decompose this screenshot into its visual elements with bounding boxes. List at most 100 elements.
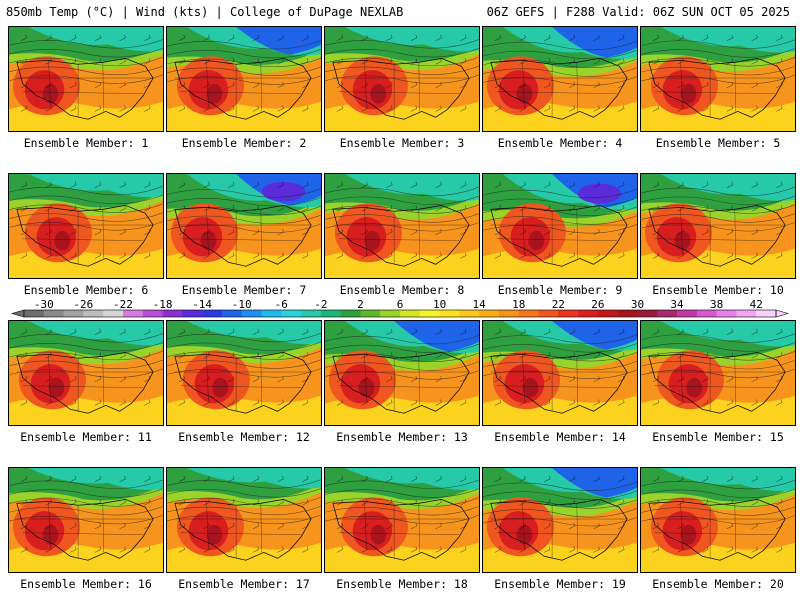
ensemble-member-label: Ensemble Member: 7 (181, 283, 307, 297)
colorbar-tick-label: -2 (314, 299, 327, 311)
colorbar-tick-label: 14 (473, 299, 487, 311)
colorbar-segment (617, 310, 638, 317)
colorbar-tick-label: -10 (232, 299, 252, 311)
ensemble-member-map (166, 467, 322, 573)
colorbar-tick-label: 30 (631, 299, 644, 311)
colorbar-segment (518, 310, 539, 317)
colorbar-segment (340, 310, 361, 317)
colorbar-tick-label: 10 (433, 299, 446, 311)
ensemble-member-map (640, 320, 796, 426)
ensemble-member-map (482, 320, 638, 426)
ensemble-member-label: Ensemble Member: 2 (181, 136, 307, 150)
ensemble-member-label: Ensemble Member: 14 (494, 430, 626, 444)
ensemble-member-map (640, 26, 796, 132)
ensemble-member-label: Ensemble Member: 10 (652, 283, 784, 297)
colorbar-segment (479, 310, 500, 317)
colorbar-segment (736, 310, 757, 317)
chart-title: 850mb Temp (°C) | Wind (kts) | College o… (6, 5, 404, 19)
colorbar-tick-label: 18 (512, 299, 525, 311)
colorbar-segment (103, 310, 124, 317)
colorbar-segment (63, 310, 84, 317)
colorbar-segment (696, 310, 717, 317)
colorbar-tick-label: -30 (34, 299, 54, 311)
colorbar-segment (182, 310, 203, 317)
colorbar-segment (677, 310, 698, 317)
colorbar-tick-label: 34 (670, 299, 684, 311)
colorbar-tick-label: -22 (113, 299, 133, 311)
ensemble-member-label: Ensemble Member: 5 (655, 136, 781, 150)
colorbar-segment (756, 310, 777, 317)
colorbar-tick-label: -6 (275, 299, 288, 311)
colorbar-segment (301, 310, 322, 317)
ensemble-member-map (324, 26, 480, 132)
ensemble-member-label: Ensemble Member: 9 (497, 283, 623, 297)
ensemble-member-label: Ensemble Member: 15 (652, 430, 784, 444)
colorbar-segment (538, 310, 559, 317)
colorbar-tick-label: 42 (750, 299, 763, 311)
colorbar-segment (281, 310, 302, 317)
colorbar-segment (380, 310, 401, 317)
colorbar-segment (597, 310, 618, 317)
colorbar-tick-label: 26 (591, 299, 604, 311)
ensemble-member-label: Ensemble Member: 17 (178, 577, 310, 591)
ensemble-member-map (640, 173, 796, 279)
temperature-colorbar: -30 -26 -22 -18 -14 -10 -6 -2 2 6 10 14 18 22 26 30 34 38… (10, 299, 790, 319)
ensemble-member-label: Ensemble Member: 1 (23, 136, 149, 150)
colorbar-segment (360, 310, 381, 317)
colorbar-left-arrow (10, 309, 25, 318)
ensemble-member-label: Ensemble Member: 19 (494, 577, 626, 591)
ensemble-member-map (8, 173, 164, 279)
colorbar-segment (578, 310, 599, 317)
colorbar-segment (439, 310, 460, 317)
ensemble-member-label: Ensemble Member: 4 (497, 136, 623, 150)
ensemble-member-map (166, 320, 322, 426)
ensemble-member-map (324, 467, 480, 573)
ensemble-member-label: Ensemble Member: 12 (178, 430, 310, 444)
ensemble-member-map (324, 320, 480, 426)
ensemble-member-map (166, 26, 322, 132)
ensemble-member-map (8, 320, 164, 426)
colorbar-segment (558, 310, 579, 317)
colorbar-segment (261, 310, 282, 317)
ensemble-member-map (482, 467, 638, 573)
colorbar-segment (24, 310, 45, 317)
colorbar-segment (419, 310, 440, 317)
colorbar-segment (320, 310, 341, 317)
colorbar-tick-label: -14 (192, 299, 212, 311)
ensemble-member-map (166, 173, 322, 279)
colorbar-tick-label: 22 (552, 299, 565, 311)
colorbar-tick-label: -26 (73, 299, 93, 311)
colorbar-tick-label: -18 (153, 299, 173, 311)
ensemble-member-label: Ensemble Member: 20 (652, 577, 784, 591)
ensemble-member-label: Ensemble Member: 11 (20, 430, 152, 444)
ensemble-member-label: Ensemble Member: 3 (339, 136, 465, 150)
colorbar-segment (142, 310, 163, 317)
colorbar-right-arrow (775, 309, 790, 318)
model-run-info: 06Z GEFS | F288 Valid: 06Z SUN OCT 05 20… (486, 5, 790, 19)
colorbar-segment (221, 310, 242, 317)
colorbar-segment (637, 310, 658, 317)
colorbar-segment (498, 310, 520, 317)
ensemble-member-map (8, 26, 164, 132)
ensemble-member-label: Ensemble Member: 8 (339, 283, 465, 297)
ensemble-member-label: Ensemble Member: 18 (336, 577, 468, 591)
ensemble-member-map (482, 173, 638, 279)
colorbar-segment (716, 310, 737, 317)
colorbar-tick-label: 6 (397, 299, 404, 311)
ensemble-member-map (8, 467, 164, 573)
colorbar-segment (43, 310, 64, 317)
ensemble-member-map (324, 173, 480, 279)
ensemble-member-map (640, 467, 796, 573)
colorbar-segment (459, 310, 480, 317)
colorbar-segment (241, 310, 262, 317)
colorbar-tick-label: 2 (357, 299, 364, 311)
colorbar-segment (400, 310, 421, 317)
colorbar-segment (122, 310, 144, 317)
colorbar-segment (162, 310, 183, 317)
colorbar-segment (202, 310, 223, 317)
ensemble-member-label: Ensemble Member: 6 (23, 283, 149, 297)
colorbar-segment (83, 310, 104, 317)
colorbar-segment (657, 310, 678, 317)
ensemble-member-label: Ensemble Member: 16 (20, 577, 152, 591)
colorbar-tick-label: 38 (710, 299, 723, 311)
